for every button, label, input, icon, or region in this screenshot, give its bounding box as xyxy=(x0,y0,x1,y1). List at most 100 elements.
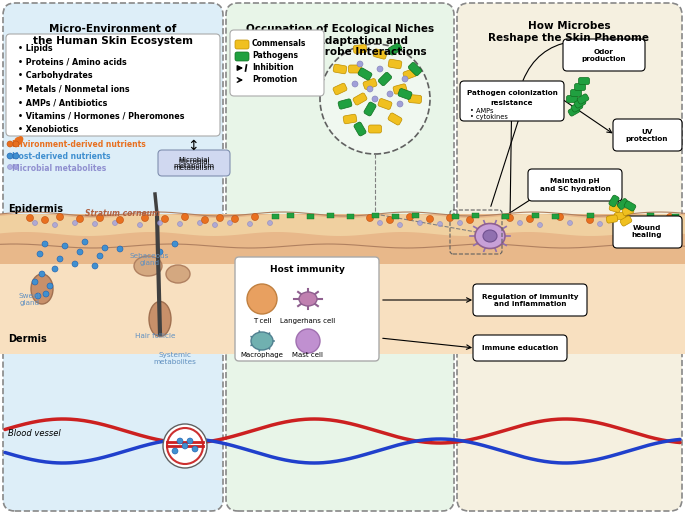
Text: Pathogen colonization: Pathogen colonization xyxy=(466,90,558,96)
Text: Mast cell: Mast cell xyxy=(292,352,323,358)
Circle shape xyxy=(39,271,45,277)
FancyBboxPatch shape xyxy=(158,150,230,176)
Text: Sebaceous
gland: Sebaceous gland xyxy=(130,252,169,266)
Bar xyxy=(347,214,354,219)
FancyBboxPatch shape xyxy=(579,78,590,84)
FancyBboxPatch shape xyxy=(457,3,682,511)
Ellipse shape xyxy=(483,230,497,242)
Circle shape xyxy=(27,214,34,222)
Circle shape xyxy=(92,222,97,227)
Circle shape xyxy=(597,222,603,227)
Circle shape xyxy=(172,448,178,454)
Text: Sweat
gland: Sweat gland xyxy=(19,292,41,305)
Circle shape xyxy=(53,223,58,228)
Text: • Lipids: • Lipids xyxy=(18,44,53,53)
FancyBboxPatch shape xyxy=(620,216,632,226)
Circle shape xyxy=(397,223,403,228)
Circle shape xyxy=(32,221,38,226)
Circle shape xyxy=(177,438,183,444)
Circle shape xyxy=(138,223,142,228)
Circle shape xyxy=(73,221,77,226)
Circle shape xyxy=(352,81,358,87)
Text: Regulation of immunity
and inflammation: Regulation of immunity and inflammation xyxy=(482,293,578,306)
Text: ⬤: ⬤ xyxy=(14,136,23,145)
Circle shape xyxy=(117,246,123,252)
Ellipse shape xyxy=(251,332,273,350)
Circle shape xyxy=(43,291,49,297)
Bar xyxy=(552,214,559,219)
Circle shape xyxy=(116,216,123,224)
Circle shape xyxy=(247,222,253,227)
Bar xyxy=(532,213,539,218)
Circle shape xyxy=(320,44,430,154)
FancyBboxPatch shape xyxy=(3,3,223,511)
Circle shape xyxy=(387,91,393,97)
Text: Blood vessel: Blood vessel xyxy=(8,430,61,438)
FancyBboxPatch shape xyxy=(353,45,366,53)
Circle shape xyxy=(216,214,223,222)
Circle shape xyxy=(377,221,382,226)
FancyBboxPatch shape xyxy=(563,39,645,71)
Text: Odor
production: Odor production xyxy=(582,48,626,62)
Circle shape xyxy=(102,245,108,251)
Text: Langerhans cell: Langerhans cell xyxy=(280,318,336,324)
FancyBboxPatch shape xyxy=(364,102,376,116)
Circle shape xyxy=(567,221,573,226)
FancyBboxPatch shape xyxy=(378,99,392,109)
FancyBboxPatch shape xyxy=(363,79,377,89)
FancyBboxPatch shape xyxy=(571,102,583,112)
FancyBboxPatch shape xyxy=(609,204,621,212)
FancyBboxPatch shape xyxy=(226,3,454,511)
Text: Wound
healing: Wound healing xyxy=(632,226,662,238)
Bar xyxy=(672,214,679,219)
FancyBboxPatch shape xyxy=(235,52,249,61)
Text: • AMPs: • AMPs xyxy=(470,108,493,114)
Circle shape xyxy=(227,221,232,226)
Circle shape xyxy=(158,221,162,226)
FancyBboxPatch shape xyxy=(613,119,682,151)
FancyBboxPatch shape xyxy=(617,198,629,210)
Circle shape xyxy=(92,263,98,269)
Bar xyxy=(272,214,279,219)
FancyBboxPatch shape xyxy=(613,216,682,248)
Ellipse shape xyxy=(134,256,162,276)
FancyBboxPatch shape xyxy=(235,257,379,361)
Text: • Xenobiotics: • Xenobiotics xyxy=(18,125,78,134)
Bar xyxy=(372,213,379,218)
Text: Environment-derived nutrients: Environment-derived nutrients xyxy=(12,140,146,149)
Circle shape xyxy=(417,221,423,226)
FancyBboxPatch shape xyxy=(624,201,636,211)
Circle shape xyxy=(538,223,543,228)
FancyBboxPatch shape xyxy=(606,215,618,223)
Text: Epidermis: Epidermis xyxy=(8,204,63,214)
Circle shape xyxy=(658,223,662,228)
Text: Pathogens: Pathogens xyxy=(252,51,298,61)
Text: • Vitamins / Hormones / Pheromones: • Vitamins / Hormones / Pheromones xyxy=(18,112,184,120)
Bar xyxy=(392,214,399,219)
Circle shape xyxy=(438,222,443,227)
Circle shape xyxy=(367,86,373,92)
Text: resistance: resistance xyxy=(490,100,533,106)
Circle shape xyxy=(527,215,534,223)
Bar xyxy=(647,213,654,218)
FancyBboxPatch shape xyxy=(354,122,366,136)
Text: • cytokines: • cytokines xyxy=(470,114,508,120)
FancyBboxPatch shape xyxy=(349,65,362,73)
Text: Promotion: Promotion xyxy=(252,76,297,84)
Text: T cell: T cell xyxy=(253,318,271,324)
Circle shape xyxy=(458,221,462,226)
Circle shape xyxy=(72,261,78,267)
Circle shape xyxy=(37,251,43,257)
FancyBboxPatch shape xyxy=(571,89,582,97)
FancyBboxPatch shape xyxy=(577,94,589,104)
Bar xyxy=(327,213,334,218)
Circle shape xyxy=(517,221,523,226)
FancyBboxPatch shape xyxy=(6,34,220,136)
Circle shape xyxy=(77,249,83,255)
Text: Dermis: Dermis xyxy=(8,334,47,344)
Circle shape xyxy=(172,241,178,247)
Circle shape xyxy=(42,241,48,247)
Circle shape xyxy=(97,214,103,222)
Ellipse shape xyxy=(31,274,53,304)
Text: Microbial
metabolism: Microbial metabolism xyxy=(173,156,214,170)
